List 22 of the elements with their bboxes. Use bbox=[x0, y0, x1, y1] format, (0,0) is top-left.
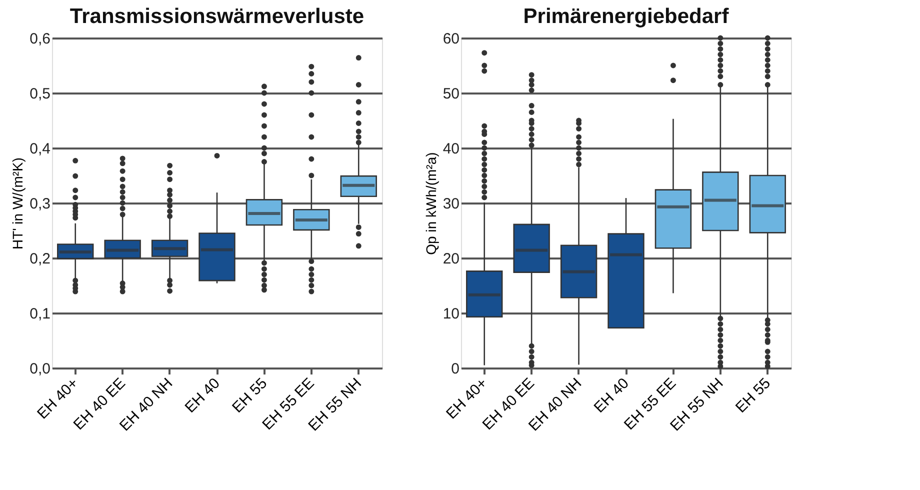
x-tick-label: EH 40 bbox=[182, 374, 224, 416]
y-tick-label: 40 bbox=[442, 140, 460, 158]
y-tick-label: 0,4 bbox=[30, 140, 50, 158]
chart-title: Primärenergiebedarf bbox=[523, 5, 730, 28]
y-tick-label: 0 bbox=[451, 360, 460, 378]
y-tick-label: 60 bbox=[442, 30, 460, 48]
y-tick-label: 30 bbox=[442, 196, 460, 212]
y-tick-label: 0,2 bbox=[30, 250, 50, 268]
y-tick-label: 20 bbox=[442, 250, 460, 268]
y-tick-label: 10 bbox=[442, 306, 460, 322]
y-tick-label: 0,3 bbox=[30, 196, 50, 212]
y-axis-title: HT' in W/(m²K) bbox=[10, 157, 26, 250]
y-tick-label: 0,5 bbox=[30, 86, 50, 102]
y-tick-label: 0,6 bbox=[30, 30, 50, 48]
y-tick-label: 0,1 bbox=[30, 306, 50, 322]
y-tick-label: 50 bbox=[442, 86, 460, 102]
chart-title: Transmissionswärmeverluste bbox=[70, 5, 364, 28]
x-tick-label: EH 40 bbox=[590, 374, 632, 416]
x-tick-label: EH 55 bbox=[732, 374, 774, 416]
y-tick-label: 0,0 bbox=[30, 360, 50, 378]
y-axis-title: Qp in kWh/(m²a) bbox=[422, 152, 439, 255]
x-tick-label: EH 55 bbox=[229, 374, 271, 416]
